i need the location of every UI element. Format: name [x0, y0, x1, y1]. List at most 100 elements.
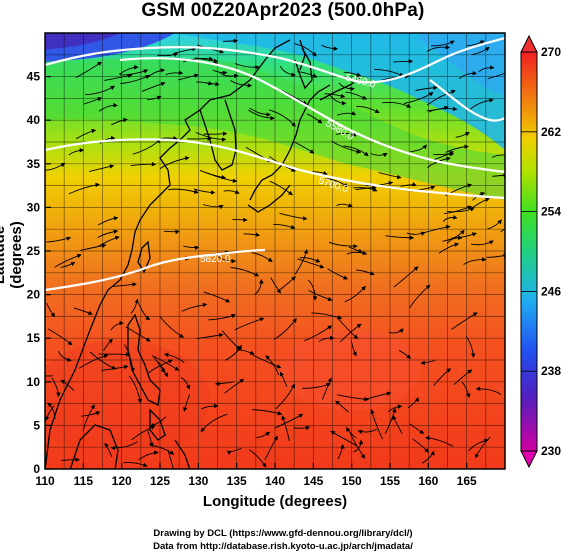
streamline — [141, 81, 166, 92]
streamline — [438, 242, 460, 254]
streamline — [470, 240, 494, 246]
colorbar: 270 262 254 246 238 230 — [520, 34, 561, 469]
streamline — [203, 131, 228, 136]
streamline — [447, 207, 475, 213]
streamline — [426, 44, 451, 52]
streamline — [281, 90, 308, 105]
streamline — [104, 442, 113, 458]
coastlines — [45, 39, 361, 469]
streamline — [204, 81, 220, 87]
streamline — [129, 375, 142, 404]
credit-drawing: Drawing by DCL (https://www.gfd-dennou.o… — [153, 528, 413, 539]
streamline — [339, 323, 362, 343]
streamline — [329, 94, 347, 106]
streamline — [370, 153, 388, 158]
streamline — [324, 93, 346, 99]
coastline-borneo — [69, 424, 119, 469]
streamline — [268, 109, 296, 127]
streamline — [398, 349, 412, 359]
streamline — [103, 338, 113, 351]
streamline — [308, 290, 333, 302]
streamline — [363, 391, 392, 401]
streamline — [321, 377, 332, 400]
streamline — [196, 332, 224, 340]
streamline — [428, 106, 458, 113]
x-tick-label: 135 — [227, 474, 247, 488]
streamline — [446, 235, 463, 244]
streamline — [202, 204, 224, 210]
streamline — [201, 403, 219, 410]
streamline — [352, 187, 378, 192]
streamline — [248, 109, 275, 121]
streamline — [273, 223, 296, 230]
streamline — [410, 144, 427, 153]
streamline — [75, 128, 97, 140]
streamline — [100, 364, 129, 371]
cold-patch-northeast — [420, 33, 505, 95]
streamline — [273, 318, 297, 340]
streamlines — [45, 38, 505, 469]
streamline — [270, 277, 281, 294]
streamline — [458, 70, 478, 80]
streamline — [337, 443, 345, 460]
streamline — [307, 279, 318, 301]
coastline-asia — [45, 39, 291, 469]
y-tick-label: 30 — [27, 200, 41, 214]
streamline — [224, 378, 245, 394]
coastline-hokkaido — [294, 47, 313, 90]
streamline — [346, 250, 368, 256]
x-tick-label: 125 — [150, 474, 170, 488]
y-tick-label: 20 — [27, 288, 41, 302]
streamline — [45, 405, 55, 422]
coldest-patch — [45, 33, 120, 50]
streamline — [487, 72, 505, 80]
streamline — [475, 386, 502, 395]
streamline — [73, 307, 93, 315]
streamline — [54, 253, 82, 268]
streamline — [279, 65, 296, 77]
streamline — [46, 236, 72, 243]
streamline — [119, 65, 139, 75]
streamline — [384, 407, 397, 435]
x-tick-label: 115 — [74, 474, 94, 488]
streamline — [442, 229, 465, 242]
streamline — [451, 312, 478, 330]
streamline — [180, 377, 191, 390]
streamline — [183, 245, 200, 251]
warm-patch-west — [45, 340, 210, 460]
coastline-japan-south — [247, 184, 291, 213]
streamline — [68, 182, 100, 195]
y-axis: 0 5 10 15 20 25 30 35 40 45 — [27, 70, 51, 476]
contour-5700 — [45, 138, 505, 200]
streamline — [412, 438, 429, 453]
streamline — [165, 70, 184, 76]
streamline — [504, 38, 505, 40]
y-tick-label: 40 — [27, 113, 41, 127]
streamline — [311, 312, 343, 320]
streamline — [471, 46, 490, 56]
contour-5460 — [45, 36, 505, 84]
streamline — [335, 132, 357, 137]
streamline — [199, 169, 227, 180]
streamline — [47, 328, 73, 346]
streamline — [279, 212, 308, 221]
streamline — [356, 105, 380, 114]
streamline — [97, 229, 119, 238]
streamline — [492, 173, 505, 178]
streamline — [370, 408, 383, 440]
streamline — [421, 450, 435, 464]
chart-title: GSM 00Z20Apr2023 (500.0hPa) — [141, 0, 425, 21]
streamline — [251, 409, 283, 416]
streamline — [463, 257, 487, 265]
streamline — [466, 40, 485, 47]
x-axis-label: Longitude (degrees) — [202, 493, 348, 510]
streamline — [187, 136, 213, 141]
streamline — [304, 325, 333, 342]
streamline — [219, 72, 239, 79]
streamline — [337, 318, 359, 340]
streamline — [425, 435, 454, 447]
streamline — [249, 449, 267, 468]
streamline — [216, 255, 237, 264]
streamline — [159, 156, 190, 170]
streamline — [331, 140, 362, 154]
